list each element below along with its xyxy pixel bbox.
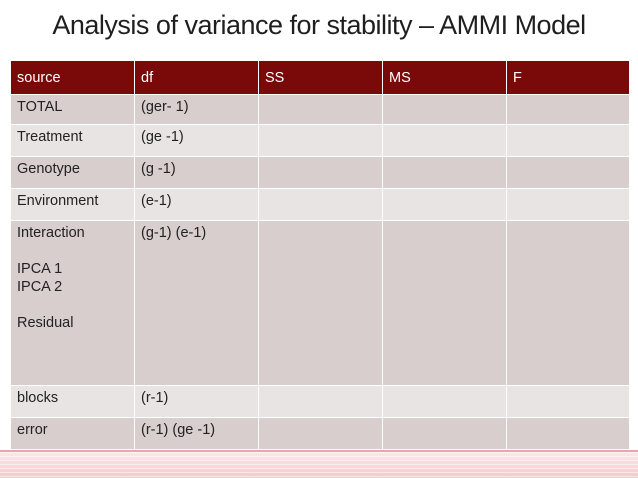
table-row: Environment (e-1) — [10, 188, 630, 221]
cell-f — [506, 156, 630, 189]
header-ss: SS — [258, 60, 383, 95]
cell-ms — [382, 156, 507, 189]
cell-df-interaction: (g-1) (e-1) — [134, 220, 259, 386]
cell-ss — [258, 417, 383, 450]
table-row: error (r-1) (ge -1) — [10, 417, 630, 450]
cell-ms — [382, 220, 507, 386]
label-ipca-2: IPCA 2 — [17, 279, 63, 295]
cell-df-total: (ger- 1) — [134, 94, 259, 125]
cell-f — [506, 94, 630, 125]
cell-ms — [382, 124, 507, 157]
cell-ss — [258, 156, 383, 189]
cell-ss — [258, 385, 383, 418]
cell-df-treatment: (ge -1) — [134, 124, 259, 157]
cell-source-genotype: Genotype — [10, 156, 135, 189]
label-ipca-1: IPCA 1 — [17, 261, 63, 277]
cell-df-error: (r-1) (ge -1) — [134, 417, 259, 450]
cell-ms — [382, 385, 507, 418]
cell-source-blocks: blocks — [10, 385, 135, 418]
cell-ss — [258, 94, 383, 125]
cell-ss — [258, 188, 383, 221]
anova-table: source df SS MS F TOTAL (ger- 1) Treatme… — [10, 60, 630, 450]
cell-source-environment: Environment — [10, 188, 135, 221]
cell-f — [506, 188, 630, 221]
slide-title: Analysis of variance for stability – AMM… — [52, 10, 586, 40]
header-df: df — [134, 60, 259, 95]
cell-ms — [382, 188, 507, 221]
cell-df-environment: (e-1) — [134, 188, 259, 221]
footer-divider — [0, 450, 638, 452]
table-row: blocks (r-1) — [10, 385, 630, 418]
cell-source-total: TOTAL — [10, 94, 135, 125]
cell-df-blocks: (r-1) — [134, 385, 259, 418]
header-source: source — [10, 60, 135, 95]
footer-stripes — [0, 452, 638, 478]
cell-df-genotype: (g -1) — [134, 156, 259, 189]
cell-f — [506, 124, 630, 157]
cell-f — [506, 417, 630, 450]
table-row: Treatment (ge -1) — [10, 124, 630, 157]
table-header-row: source df SS MS F — [10, 60, 630, 95]
header-f: F — [506, 60, 630, 95]
table-row: Genotype (g -1) — [10, 156, 630, 189]
cell-f — [506, 385, 630, 418]
cell-ms — [382, 94, 507, 125]
cell-ss — [258, 220, 383, 386]
header-ms: MS — [382, 60, 507, 95]
table-row: Interaction IPCA 1 IPCA 2 Residual (g-1)… — [10, 220, 630, 386]
cell-f — [506, 220, 630, 386]
label-interaction: Interaction — [17, 225, 85, 241]
cell-source-error: error — [10, 417, 135, 450]
cell-ss — [258, 124, 383, 157]
label-residual: Residual — [17, 315, 74, 331]
table-row: TOTAL (ger- 1) — [10, 94, 630, 125]
cell-ms — [382, 417, 507, 450]
cell-source-treatment: Treatment — [10, 124, 135, 157]
cell-source-interaction: Interaction IPCA 1 IPCA 2 Residual — [10, 220, 135, 386]
